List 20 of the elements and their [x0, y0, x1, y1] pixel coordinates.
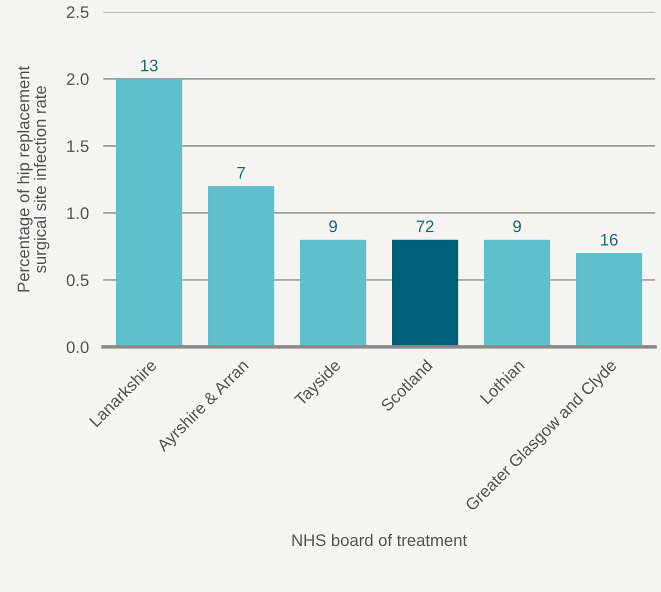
bar [208, 186, 274, 347]
y-tick-label: 2.0 [66, 73, 89, 86]
y-tick-label: 2.5 [66, 6, 89, 18]
x-axis-title: NHS board of treatment [292, 534, 467, 546]
y-tick-label: 1.5 [67, 140, 89, 152]
annotation: 9 [513, 220, 521, 232]
bar [300, 240, 366, 347]
annotation: 9 [329, 220, 337, 232]
y-tick-label: 1.0 [67, 207, 89, 220]
y-tick-label: 0.0 [66, 341, 89, 354]
annotation: 72 [416, 220, 434, 232]
annotation: 16 [601, 234, 618, 246]
bar [116, 78, 182, 347]
y-tick-label: 0.5 [66, 274, 89, 286]
annotation: 7 [237, 166, 245, 178]
bar [484, 240, 550, 347]
y-axis-title: Percentage of hip replacement surgical site infection rate [17, 66, 50, 292]
bar [392, 240, 458, 347]
annotation: 13 [141, 60, 158, 72]
bar [576, 253, 642, 347]
